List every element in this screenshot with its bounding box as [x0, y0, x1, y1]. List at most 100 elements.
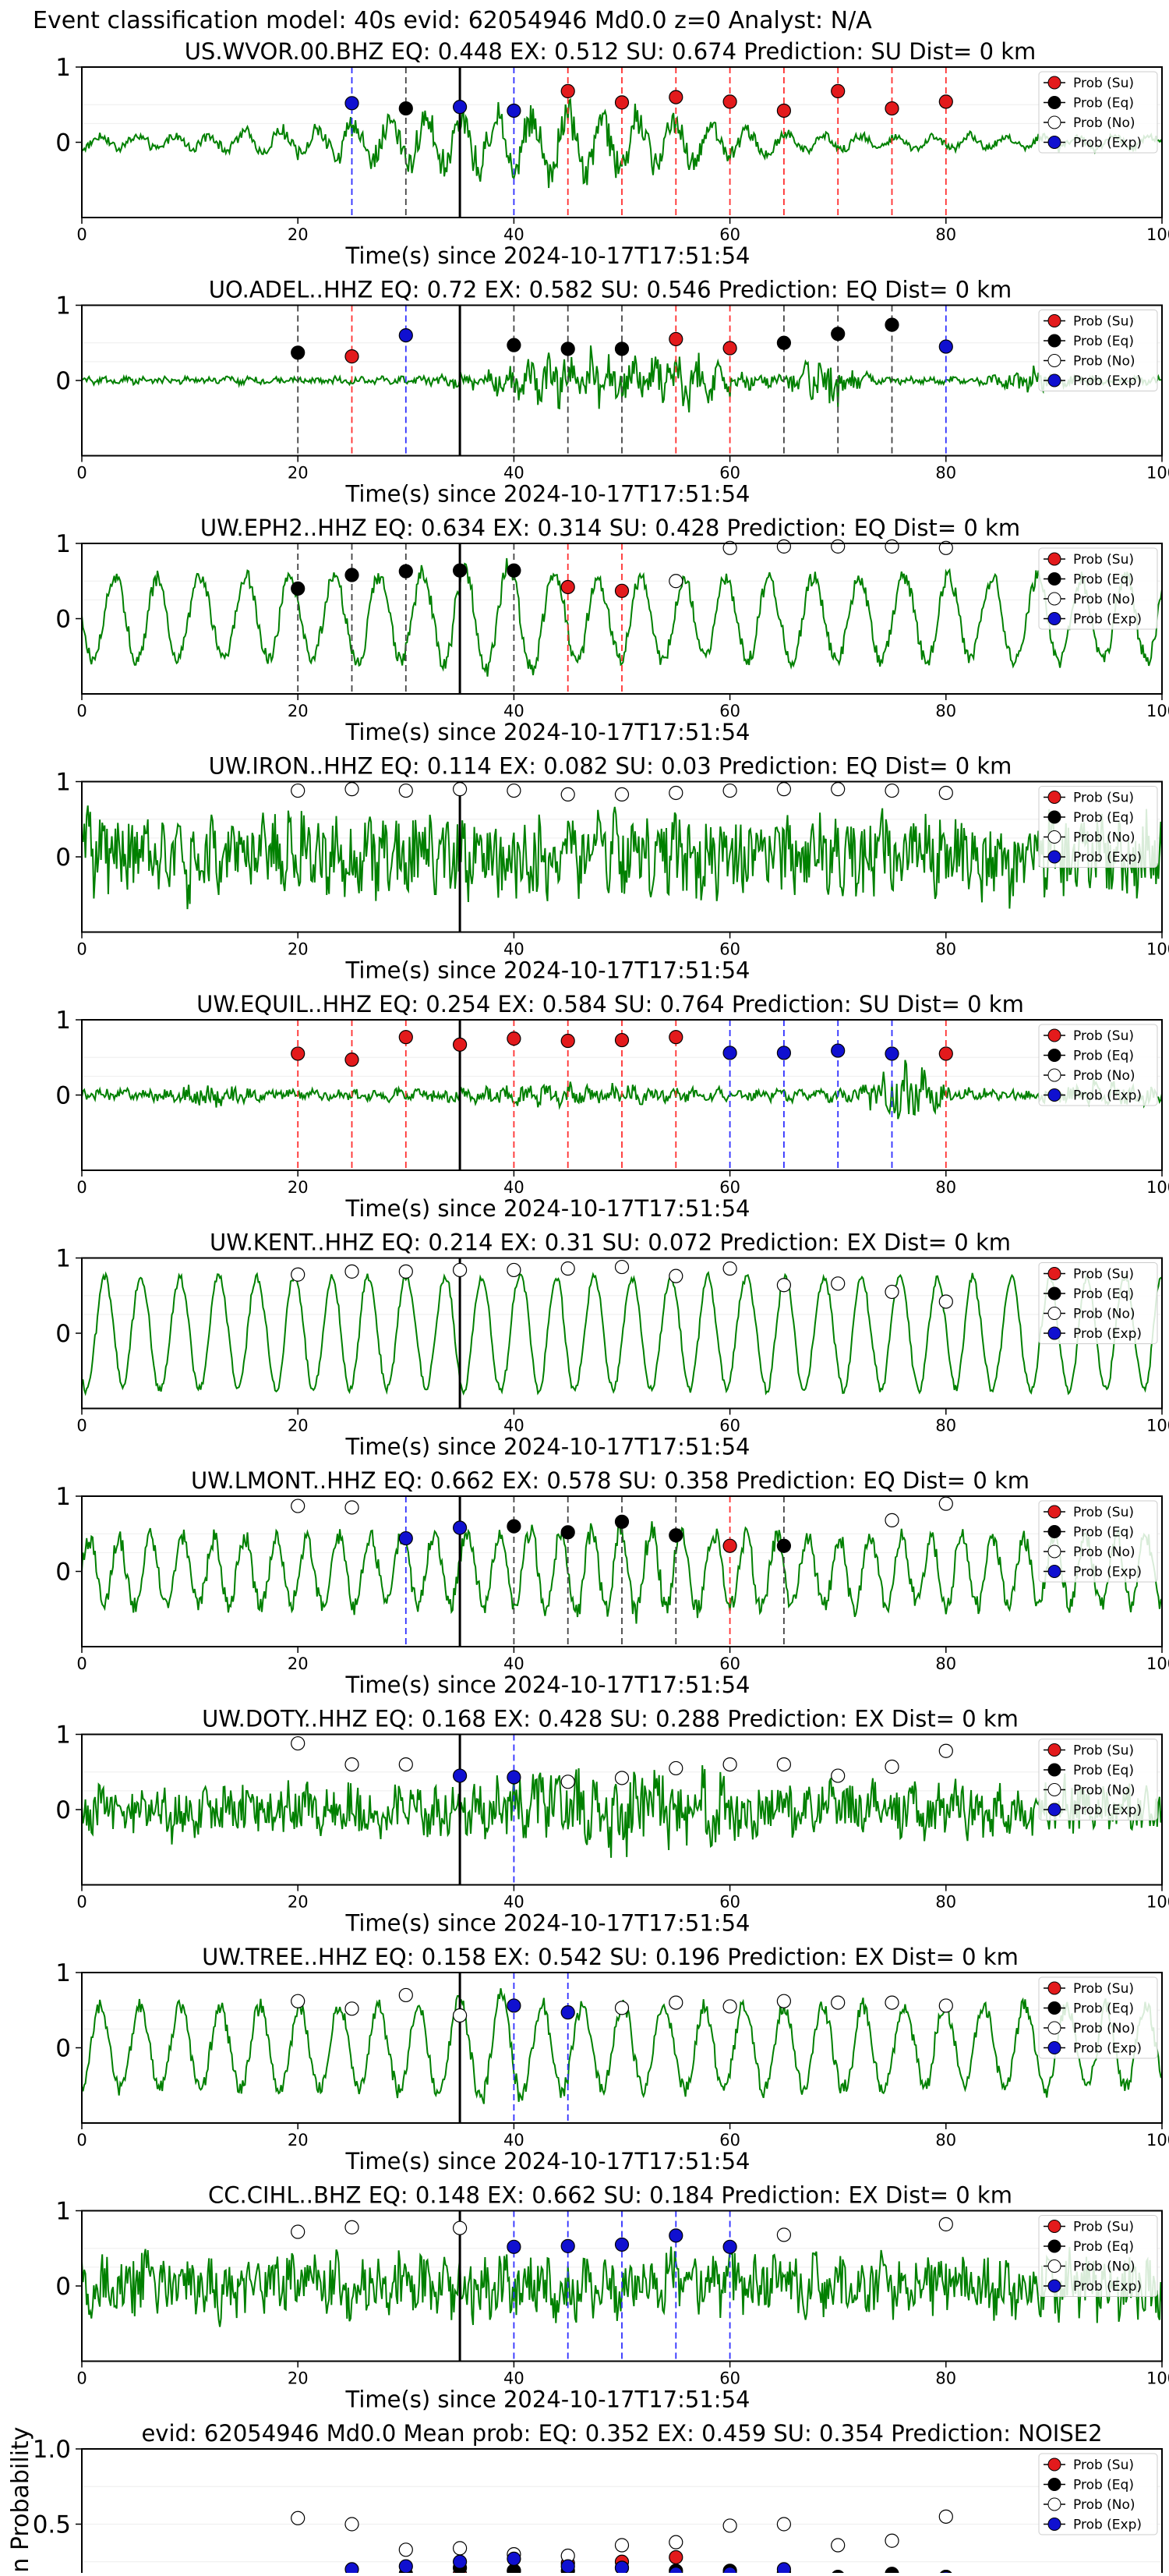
prob-marker-no-45: [560, 1775, 575, 1789]
prob-marker-eq-45: [560, 341, 575, 356]
prob-marker-no-60: [722, 783, 737, 798]
legend-label-1-3: Prob (Exp): [1073, 373, 1142, 389]
panel-title: UW.EQUIL..HHZ EQ: 0.254 EX: 0.584 SU: 0.…: [196, 991, 1024, 1017]
x-tick-label: 60: [719, 1654, 740, 1673]
legend-box: [1038, 1500, 1158, 1583]
x-tick-label: 0: [76, 1893, 87, 1912]
mean-marker-no-30: [398, 2542, 413, 2557]
x-tick-label: 60: [719, 225, 740, 244]
y-tick-label: 1: [55, 1959, 71, 1987]
y-tick-label: 0: [55, 367, 71, 395]
mean-marker-exp-35: [452, 2554, 468, 2569]
prob-marker-no-65: [776, 1994, 792, 2008]
legend-marker: [1047, 2001, 1061, 2015]
prob-marker-exp-30: [398, 328, 413, 343]
prob-marker-exp-35: [452, 1768, 468, 1783]
prob-marker-no-65: [776, 1278, 792, 1293]
panel-title: UW.DOTY..HHZ EQ: 0.168 EX: 0.428 SU: 0.2…: [202, 1706, 1019, 1732]
prob-marker-eq-40: [507, 563, 521, 578]
legend-label-2-0: Prob (Su): [1073, 552, 1134, 568]
prob-marker-no-70: [831, 539, 846, 554]
legend-label-7-3: Prob (Exp): [1073, 1803, 1142, 1818]
y-tick-label: 0: [55, 2035, 71, 2063]
x-tick-label: 20: [288, 940, 309, 959]
x-tick-label: 0: [76, 225, 87, 244]
y-tick-label: 1: [55, 292, 71, 320]
legend-box: [1038, 1024, 1158, 1106]
prob-marker-no-55: [669, 1995, 683, 2010]
x-axis-label: Time(s) since 2024-10-17T17:51:54: [345, 2387, 750, 2413]
prob-marker-exp-60: [722, 2239, 737, 2254]
legend-box: [1038, 1976, 1158, 2059]
prob-marker-su-50: [614, 95, 630, 110]
prob-marker-no-50: [614, 2001, 630, 2015]
x-tick-label: 20: [288, 1178, 309, 1197]
prob-marker-no-55: [669, 1269, 683, 1283]
axes-frame: [81, 2210, 1163, 2362]
y-tick-label: 1: [55, 54, 71, 82]
prob-marker-su-60: [722, 341, 737, 356]
legend-label-0-0: Prob (Su): [1073, 76, 1134, 91]
legend-marker: [1047, 136, 1061, 149]
station-panel-UW.EPH2..HHZ: UW.EPH2..HHZ EQ: 0.634 EX: 0.314 SU: 0.4…: [55, 515, 1169, 745]
prob-marker-eq-20: [291, 581, 305, 596]
x-tick-label: 40: [503, 940, 524, 959]
axes-frame: [81, 1733, 1163, 1886]
prob-marker-su-80: [938, 94, 953, 109]
legend-label-8-2: Prob (No): [1073, 2021, 1135, 2036]
x-axis-label: Time(s) since 2024-10-17T17:51:54: [345, 1672, 750, 1698]
x-tick-label: 0: [76, 940, 87, 959]
prob-marker-no-65: [776, 782, 792, 797]
mean-marker-no-20: [291, 2511, 305, 2525]
waveform-trace: [82, 1060, 1162, 1120]
prob-marker-su-45: [560, 83, 575, 98]
legend-marker: [1047, 810, 1061, 824]
y-tick-label: 1: [55, 1245, 71, 1273]
prob-marker-no-45: [560, 787, 575, 802]
prob-marker-exp-80: [938, 339, 953, 354]
prob-marker-no-50: [614, 1771, 630, 1785]
prob-marker-no-55: [669, 574, 683, 589]
x-axis-label: Time(s) since 2024-10-17T17:51:54: [345, 242, 750, 269]
mean-marker-no-60: [722, 2518, 737, 2533]
prob-marker-no-75: [885, 783, 899, 798]
prob-marker-su-45: [560, 579, 575, 595]
prob-marker-no-25: [344, 2220, 359, 2235]
prob-marker-no-35: [452, 782, 468, 797]
prob-marker-exp-25: [344, 96, 359, 111]
legend-marker: [1047, 830, 1061, 844]
mean-marker-exp-65: [776, 2562, 791, 2576]
prob-marker-no-20: [291, 1267, 305, 1282]
legend-marker: [1047, 1803, 1061, 1817]
legend-marker: [1047, 115, 1061, 129]
prob-marker-su-60: [722, 94, 737, 109]
prob-marker-no-25: [344, 1500, 359, 1515]
prob-marker-eq-75: [885, 317, 899, 332]
x-tick-label: 100: [1146, 2131, 1169, 2150]
legend-label-6-0: Prob (Su): [1073, 1505, 1134, 1520]
axes-frame: [81, 1972, 1163, 2124]
prob-marker-no-60: [722, 1261, 737, 1276]
prob-marker-su-45: [560, 1033, 575, 1049]
x-tick-label: 100: [1146, 2369, 1169, 2388]
prob-marker-eq-50: [614, 341, 630, 356]
panel-title: UW.EPH2..HHZ EQ: 0.634 EX: 0.314 SU: 0.4…: [200, 515, 1020, 541]
legend-label-6-3: Prob (Exp): [1073, 1565, 1142, 1580]
axes-frame: [81, 1495, 1163, 1647]
x-axis-label: Time(s) since 2024-10-17T17:51:54: [345, 2148, 750, 2174]
legend-marker: [1047, 1763, 1061, 1777]
mean-marker-no-25: [344, 2517, 359, 2532]
y-tick-label: 1: [55, 1007, 71, 1035]
legend-label-5-0: Prob (Su): [1073, 1267, 1134, 1283]
legend-box: [1038, 1739, 1158, 1821]
prob-marker-eq-40: [507, 1519, 521, 1534]
legend-marker: [1047, 791, 1061, 804]
legend-box: [1038, 547, 1158, 630]
prob-marker-no-30: [398, 1757, 413, 1772]
legend-marker: [1047, 1286, 1061, 1300]
x-tick-label: 40: [503, 1178, 524, 1197]
legend-label-9-3: Prob (Exp): [1073, 2279, 1142, 2295]
y-tick-label: 1.0: [33, 2436, 71, 2464]
x-tick-label: 20: [288, 1654, 309, 1673]
prob-marker-no-80: [938, 1496, 953, 1511]
